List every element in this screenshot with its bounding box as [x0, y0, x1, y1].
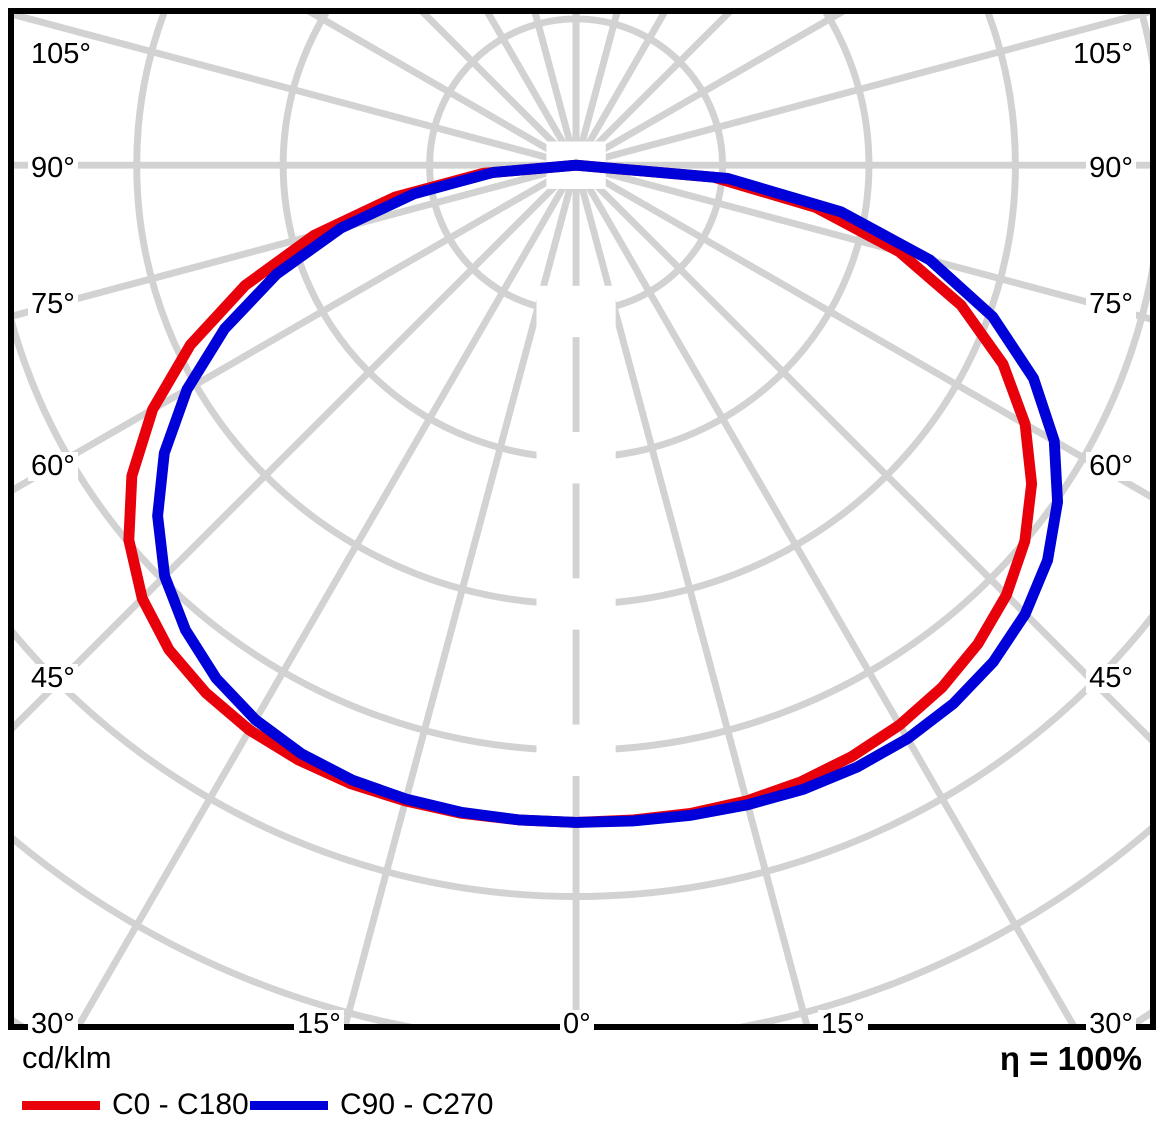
legend-swatch-blue [250, 1100, 328, 1110]
axis-label-left-105: 105° [28, 40, 94, 69]
legend-label-c0-c180: C0 - C180 [112, 1088, 249, 1121]
axis-label-right-60: 60° [1086, 452, 1136, 481]
legend-item-c0-c180: C0 - C180 [22, 1085, 249, 1125]
polar-plot-frame: 105° 90° 75° 60° 45° 105° 90° 75° 60° 45… [8, 8, 1156, 1039]
polar-plot-canvas [14, 14, 1150, 1024]
axis-label-left-90: 90° [28, 154, 78, 183]
axis-label-right-105: 105° [1070, 40, 1136, 69]
axis-label-bottom-30-left: 30° [28, 1010, 78, 1039]
legend-swatch-red [22, 1100, 100, 1110]
axis-label-right-75: 75° [1086, 290, 1136, 319]
axis-label-left-45: 45° [28, 664, 78, 693]
axis-label-right-90: 90° [1086, 154, 1136, 183]
legend-label-c90-c270: C90 - C270 [340, 1088, 494, 1121]
curve-c90-c270 [152, 159, 1063, 828]
axis-label-bottom-30-right: 30° [1086, 1010, 1136, 1039]
legend-item-c90-c270: C90 - C270 [250, 1085, 493, 1125]
axis-label-left-75: 75° [28, 290, 78, 319]
axis-label-bottom-15-right: 15° [818, 1010, 868, 1039]
efficiency-label: η = 100% [999, 1040, 1142, 1077]
chart-legend: cd/klm η = 100% C0 - C180 C90 - C270 [0, 1030, 1164, 1140]
axis-label-left-60: 60° [28, 452, 78, 481]
unit-label: cd/klm [22, 1040, 112, 1075]
axis-label-bottom-15-left: 15° [294, 1010, 344, 1039]
axis-label-right-45: 45° [1086, 664, 1136, 693]
axis-label-bottom-0: 0° [560, 1010, 594, 1039]
